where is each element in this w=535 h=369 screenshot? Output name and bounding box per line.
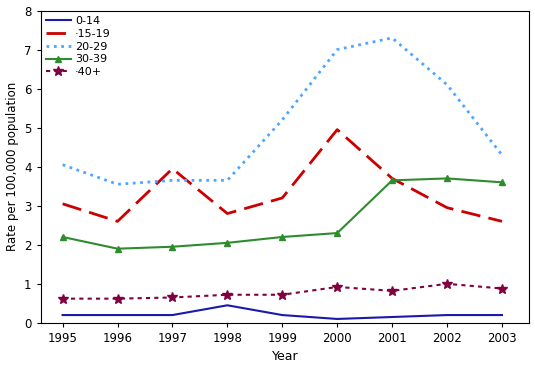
X-axis label: Year: Year [272,351,299,363]
Y-axis label: Rate per 100,000 population: Rate per 100,000 population [5,82,19,251]
Legend: 0-14, ·15-19, 20-29, 30-39, ·40+: 0-14, ·15-19, 20-29, 30-39, ·40+ [44,14,113,79]
